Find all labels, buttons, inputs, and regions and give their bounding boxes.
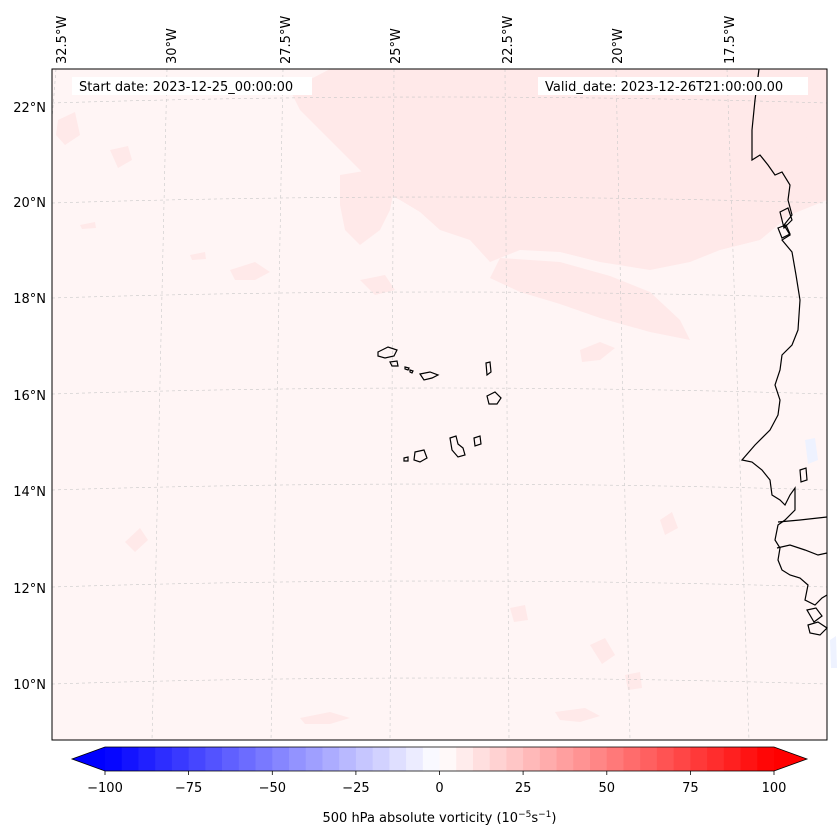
colorbar-cell (288, 747, 307, 771)
colorbar-cell (573, 747, 591, 771)
lon-label: 30°W (165, 28, 180, 64)
colorbar-tick-label: 0 (435, 781, 443, 796)
latitude-labels: 22°N 20°N 18°N 16°N 14°N 12°N 10°N (13, 101, 46, 693)
lat-label: 22°N (13, 101, 46, 116)
colorbar-cells (105, 747, 775, 771)
colorbar-cell (121, 747, 139, 771)
colorbar-tick-label: −75 (175, 781, 202, 796)
start-date-label: Start date: 2023-12-25_00:00:00 (79, 80, 293, 95)
colorbar-cell (339, 747, 357, 771)
vorticity-contours (56, 69, 827, 724)
colorbar-cell (171, 747, 190, 771)
colorbar-cell (472, 747, 491, 771)
colorbar-cell (238, 747, 256, 771)
colorbar-cell (389, 747, 407, 771)
colorbar-cell (372, 747, 390, 771)
coastline (740, 68, 828, 636)
colorbar-cell (138, 747, 156, 771)
start-date-box (72, 77, 312, 95)
colorbar-cell (105, 747, 123, 771)
colorbar-cell (439, 747, 457, 771)
lon-label: 17.5°W (723, 16, 738, 64)
colorbar-extend-low (72, 747, 105, 771)
valid-date-label: Valid_date: 2023-12-26T21:00:00.00 (545, 80, 783, 95)
valid-date-box (538, 77, 808, 95)
colorbar-cell (222, 747, 240, 771)
colorbar-tick-label: 75 (682, 781, 699, 796)
colorbar-cell (723, 747, 741, 771)
lat-label: 20°N (13, 196, 46, 211)
lat-label: 16°N (13, 389, 46, 404)
colorbar-cell (539, 747, 557, 771)
colorbar-cell (707, 747, 725, 771)
colorbar-cell (673, 747, 691, 771)
colorbar-tick-labels: −100 −75 −50 −25 0 25 50 75 100 (87, 781, 786, 796)
colorbar-cell (523, 747, 541, 771)
lon-label: 27.5°W (279, 16, 294, 64)
colorbar-cell (188, 747, 206, 771)
colorbar-cell (272, 747, 290, 771)
colorbar-cell (456, 747, 474, 771)
colorbar: −100 −75 −50 −25 0 25 50 75 100 500 hPa … (70, 746, 809, 826)
lat-label: 12°N (13, 582, 46, 597)
lat-label: 18°N (13, 292, 46, 307)
map-frame (51, 68, 828, 741)
colorbar-cell (322, 747, 340, 771)
colorbar-tick-label: 50 (599, 781, 616, 796)
lon-label: 22.5°W (501, 16, 516, 64)
colorbar-cell (740, 747, 758, 771)
colorbar-cell (422, 747, 440, 771)
colorbar-cell (255, 747, 273, 771)
colorbar-cell (556, 747, 574, 771)
colorbar-tick-label: −50 (259, 781, 286, 796)
colorbar-cell (623, 747, 641, 771)
colorbar-cell (590, 747, 608, 771)
colorbar-cell (305, 747, 323, 771)
colorbar-cell (205, 747, 223, 771)
colorbar-cell (489, 747, 507, 771)
colorbar-cell (606, 747, 624, 771)
longitude-labels: 32.5°W 30°W 27.5°W 25°W 22.5°W 20°W 17.5… (55, 16, 738, 64)
colorbar-cell (406, 747, 424, 771)
colorbar-cell (355, 747, 374, 771)
colorbar-extend-high (774, 747, 807, 771)
colorbar-cell (690, 747, 708, 771)
colorbar-cell (757, 747, 775, 771)
lon-label: 20°W (611, 28, 626, 64)
colorbar-tick-label: 100 (762, 781, 787, 796)
graticule (51, 68, 828, 741)
lon-label: 32.5°W (55, 16, 70, 64)
colorbar-tick-label: −100 (87, 781, 123, 796)
lat-label: 10°N (13, 678, 46, 693)
colorbar-cell (656, 747, 675, 771)
lon-label: 25°W (389, 28, 404, 64)
lat-label: 14°N (13, 485, 46, 500)
colorbar-cell (640, 747, 658, 771)
colorbar-tick-label: 25 (515, 781, 532, 796)
colorbar-ticks (104, 771, 775, 775)
weak-negative-vorticity (805, 438, 837, 668)
cape-verde-islands (377, 346, 502, 463)
colorbar-label: 500 hPa absolute vorticity (10−5s−1) (323, 810, 557, 826)
colorbar-cell (155, 747, 173, 771)
colorbar-cell (506, 747, 524, 771)
colorbar-tick-label: −25 (342, 781, 369, 796)
